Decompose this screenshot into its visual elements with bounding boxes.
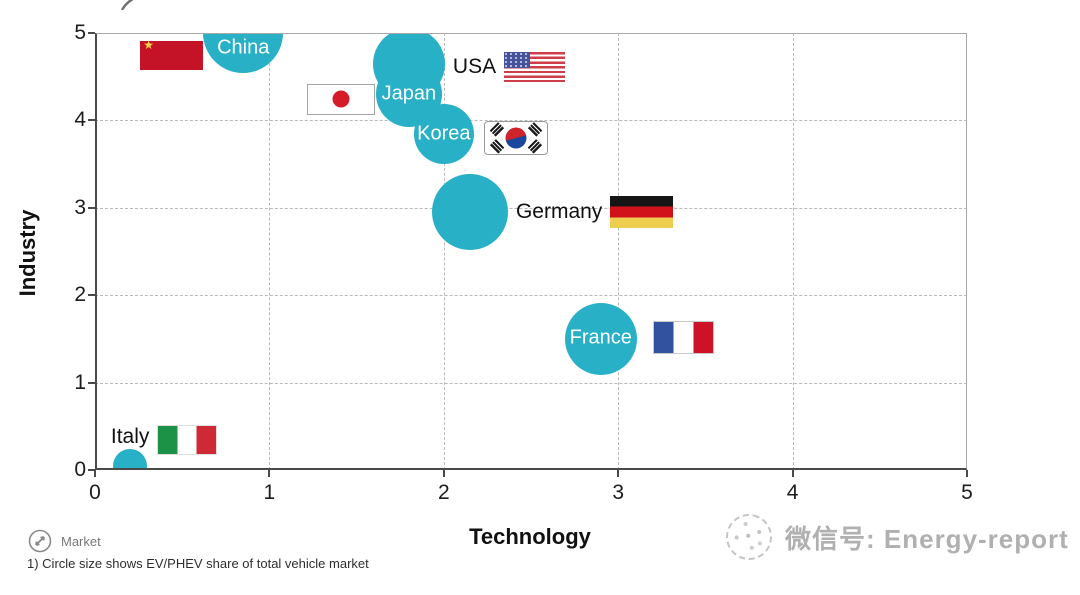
china-bubble-label: China — [217, 36, 270, 59]
cropped-text-remnant — [120, 0, 134, 10]
gridline — [618, 33, 620, 470]
x-tick-mark — [791, 470, 794, 477]
korea-bubble-label: Korea — [417, 122, 471, 144]
x-tick-mark — [268, 470, 271, 477]
x-axis-title: Technology — [469, 524, 591, 549]
italy-label: Italy — [110, 424, 150, 448]
x-tick-label: 2 — [437, 481, 450, 504]
x-tick-label: 4 — [786, 481, 799, 504]
italy-flag-icon — [157, 424, 218, 455]
y-tick-label: 4 — [74, 108, 86, 132]
x-tick-mark — [617, 470, 620, 477]
y-tick-mark — [88, 206, 95, 209]
germany-flag-icon — [610, 196, 674, 229]
gridline — [95, 382, 967, 384]
china-flag-icon: ★ — [140, 38, 204, 70]
y-tick-label: 2 — [74, 283, 86, 307]
y-tick-mark — [88, 381, 95, 384]
x-tick-label: 1 — [263, 481, 276, 504]
japan-flag-icon — [306, 83, 375, 115]
france-bubble-label: France — [569, 326, 632, 349]
y-tick-mark — [88, 469, 95, 471]
y-tick-label: 5 — [74, 21, 86, 44]
bubble-china: China — [203, 33, 284, 73]
bubble-france: France — [564, 302, 637, 375]
germany-label: Germany — [515, 200, 603, 224]
y-tick-mark — [88, 294, 95, 297]
gridline — [95, 207, 967, 209]
market-size-icon — [28, 529, 52, 553]
x-tick-mark — [966, 470, 968, 477]
watermark-text: 微信号: Energy-report — [785, 523, 1069, 554]
usa-annotation: USA — [452, 51, 566, 82]
bubble-korea: Korea — [413, 103, 474, 164]
wechat-watermark: 微信号: Energy-report — [721, 509, 1069, 565]
gridline — [792, 33, 794, 470]
footnote: 1) Circle size shows EV/PHEV share of to… — [27, 556, 369, 571]
x-tick-mark — [442, 470, 445, 477]
x-tick-label: 0 — [89, 481, 101, 504]
x-tick-label: 3 — [612, 481, 625, 504]
japan-bubble-label: Japan — [381, 82, 437, 105]
gridline — [443, 33, 445, 470]
y-tick-label: 1 — [74, 370, 86, 394]
y-axis-title: Industry — [15, 209, 40, 297]
x-tick-mark — [94, 470, 96, 477]
bubble-germany — [431, 174, 508, 251]
wechat-logo-icon — [721, 509, 777, 565]
gridline — [95, 295, 967, 297]
usa-flag-icon — [504, 51, 566, 82]
gridline — [269, 33, 271, 470]
korea-flag-icon — [483, 120, 548, 155]
y-tick-label: 3 — [74, 195, 86, 219]
y-tick-mark — [88, 32, 95, 34]
germany-annotation: Germany — [515, 196, 674, 229]
bubble-italy — [112, 448, 147, 470]
market-size-label: Market — [61, 533, 101, 549]
y-tick-mark — [88, 119, 95, 122]
usa-label: USA — [452, 54, 497, 78]
market-size-legend: Market — [28, 529, 101, 553]
plot-area: China Japan Korea France — [95, 33, 967, 470]
france-flag-icon — [652, 321, 714, 355]
x-tick-label: 5 — [961, 481, 973, 504]
italy-annotation: Italy — [110, 424, 218, 455]
y-tick-label: 0 — [74, 458, 86, 481]
